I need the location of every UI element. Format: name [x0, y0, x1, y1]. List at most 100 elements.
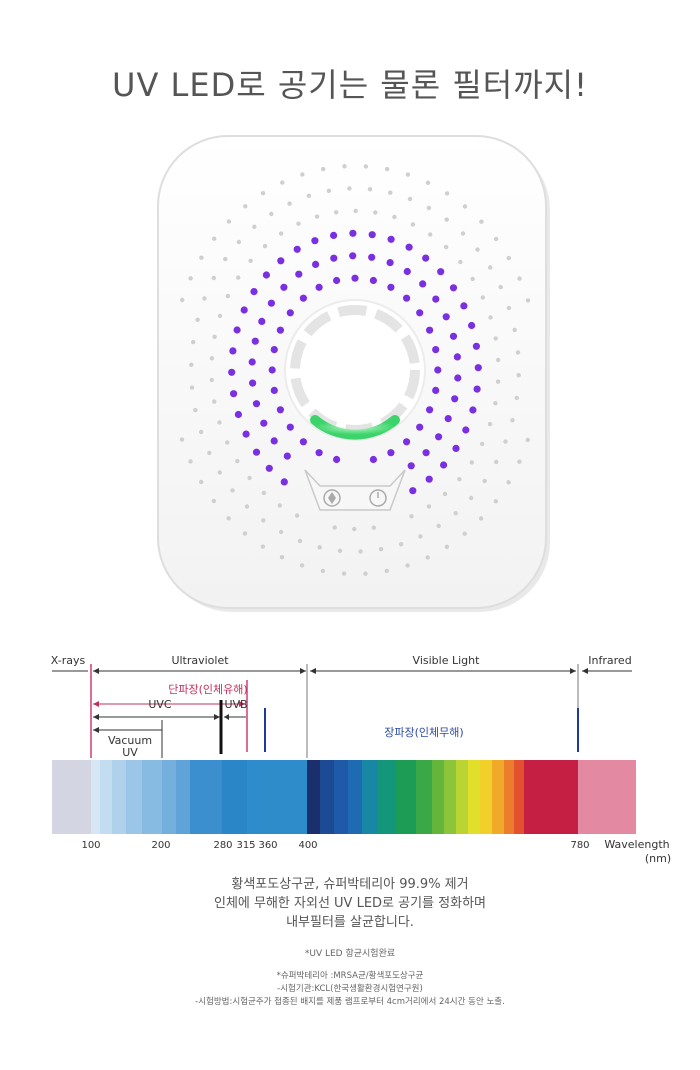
- vent-dot: [189, 385, 195, 390]
- vent-dot: [351, 274, 359, 282]
- vent-dot: [280, 283, 288, 291]
- vent-dot: [315, 449, 323, 457]
- test-title: *UV LED 항균시험완료: [304, 949, 396, 959]
- spectrum-band: [578, 760, 636, 834]
- vent-dot: [422, 449, 430, 457]
- vent-dot: [442, 491, 448, 497]
- uv-spectrum-diagram: X-rays Ultraviolet Visible Light Infrare…: [51, 654, 671, 865]
- vent-dot: [261, 518, 266, 523]
- vent-dot: [510, 418, 515, 423]
- vent-dot: [240, 306, 248, 314]
- vent-dot: [235, 458, 240, 464]
- spectrum-band: [362, 760, 378, 834]
- uvc-label: UVC: [148, 698, 172, 711]
- vent-dot: [525, 298, 531, 303]
- air-purifier-device-image: [157, 135, 550, 612]
- vent-dot: [188, 276, 193, 281]
- vent-dot: [503, 439, 508, 444]
- vent-dot: [488, 315, 493, 320]
- vent-dot: [472, 342, 480, 350]
- vent-dot: [358, 549, 363, 554]
- vent-dot: [407, 196, 413, 202]
- vent-dot: [494, 459, 499, 465]
- vent-dot: [496, 357, 501, 363]
- tick-label: 400: [298, 840, 317, 851]
- vent-dot: [334, 210, 339, 215]
- vent-dot: [286, 423, 294, 431]
- spectrum-band: [190, 760, 222, 834]
- vent-dot: [199, 255, 204, 260]
- vent-dot: [384, 568, 389, 574]
- vent-dot: [209, 377, 214, 383]
- vent-dot: [258, 317, 266, 325]
- vent-dot: [407, 462, 415, 470]
- vent-dot: [293, 245, 301, 253]
- vent-dot: [212, 236, 217, 241]
- vent-dot: [444, 217, 449, 222]
- vent-dot: [188, 459, 193, 464]
- spectrum-band: [126, 760, 142, 834]
- vent-dot: [368, 231, 376, 239]
- spectrum-band: [265, 760, 307, 834]
- vent-dot: [349, 229, 357, 237]
- vent-dot: [252, 400, 261, 408]
- vent-dot: [416, 423, 424, 431]
- vent-dot: [517, 276, 522, 281]
- vent-dot: [474, 364, 482, 372]
- vent-dot: [506, 255, 511, 261]
- vent-dot: [475, 247, 480, 252]
- spectrum-band: [222, 760, 247, 834]
- vent-dots: [179, 164, 531, 576]
- vent-dot: [386, 259, 394, 267]
- vent-dot: [444, 191, 450, 196]
- vent-dot: [387, 283, 395, 291]
- vent-dot: [425, 180, 431, 185]
- vent-dot: [435, 433, 443, 441]
- vent-dot: [198, 429, 204, 435]
- xrays-label: X-rays: [51, 654, 86, 667]
- vent-dot: [444, 544, 450, 549]
- vent-dot: [437, 268, 445, 276]
- test-notes: *슈퍼박테리아 :MRSA균/황색포도상구균 -시험기관:KCL(한국생활환경시…: [0, 970, 700, 1009]
- vent-dot: [432, 295, 440, 303]
- axis-label: Wavelength: [604, 838, 669, 851]
- vent-dot: [278, 529, 284, 535]
- spectrum-band: [456, 760, 468, 834]
- vent-dot: [333, 276, 341, 285]
- vent-dot: [279, 555, 285, 560]
- vent-dot: [506, 305, 512, 311]
- vent-dot: [493, 336, 498, 341]
- vent-dot: [341, 571, 347, 576]
- vent-dot: [242, 531, 248, 536]
- vent-dot: [211, 275, 216, 281]
- vent-dot: [276, 406, 284, 414]
- vent-dot: [462, 426, 470, 434]
- description: 황색포도상구균, 슈퍼박테리아 99.9% 제거 인체에 무해한 자외선 UV …: [0, 875, 700, 932]
- vent-dot: [337, 548, 343, 553]
- vent-dot: [262, 271, 270, 279]
- vent-dot: [515, 350, 521, 355]
- vent-dot: [473, 385, 481, 393]
- short-wave-label: 단파장(인체유해): [168, 682, 247, 696]
- tick-label: 100: [81, 840, 100, 851]
- vent-dot: [425, 555, 430, 560]
- vent-dot: [436, 523, 441, 529]
- vent-dot: [233, 326, 241, 334]
- vent-dot: [260, 419, 268, 427]
- vent-dot: [280, 180, 285, 185]
- vent-dot: [209, 356, 215, 361]
- vent-dot: [363, 571, 368, 576]
- vent-dot: [369, 455, 377, 464]
- vent-dot: [453, 353, 461, 361]
- vent-dot: [506, 480, 511, 485]
- spectrum-band: [91, 760, 100, 834]
- vent-dot: [332, 525, 337, 530]
- vent-dot: [320, 568, 326, 574]
- tick-label: 200: [151, 840, 170, 851]
- vent-dot: [409, 487, 417, 495]
- vent-dot: [276, 326, 284, 334]
- vent-dot: [242, 430, 250, 438]
- spectrum-band: [396, 760, 416, 834]
- vent-dot: [454, 374, 462, 382]
- vent-dot: [262, 243, 268, 249]
